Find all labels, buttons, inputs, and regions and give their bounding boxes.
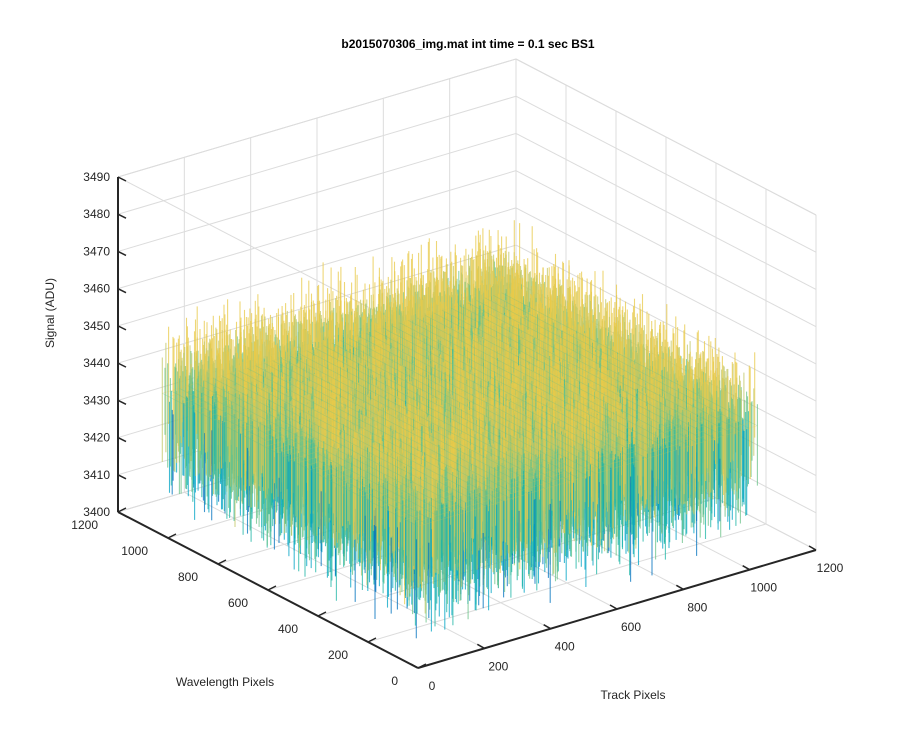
floor-grid-line bbox=[367, 523, 767, 643]
box-edge bbox=[515, 58, 817, 216]
surface-plot bbox=[161, 220, 758, 639]
side-wall-grid-line bbox=[515, 170, 817, 328]
side-wall-grid-line bbox=[515, 207, 817, 365]
back-wall-grid-line bbox=[117, 170, 517, 290]
side-wall-grid-line bbox=[515, 133, 817, 290]
back-wall-grid-line bbox=[117, 244, 517, 364]
back-wall-grid-line bbox=[117, 95, 517, 215]
box-edge bbox=[117, 58, 517, 178]
side-wall-grid-line bbox=[515, 244, 817, 402]
box-edge bbox=[117, 176, 419, 334]
side-wall-grid-line bbox=[515, 95, 817, 253]
back-wall-grid-line bbox=[117, 132, 517, 252]
back-wall-grid-line bbox=[117, 207, 517, 327]
